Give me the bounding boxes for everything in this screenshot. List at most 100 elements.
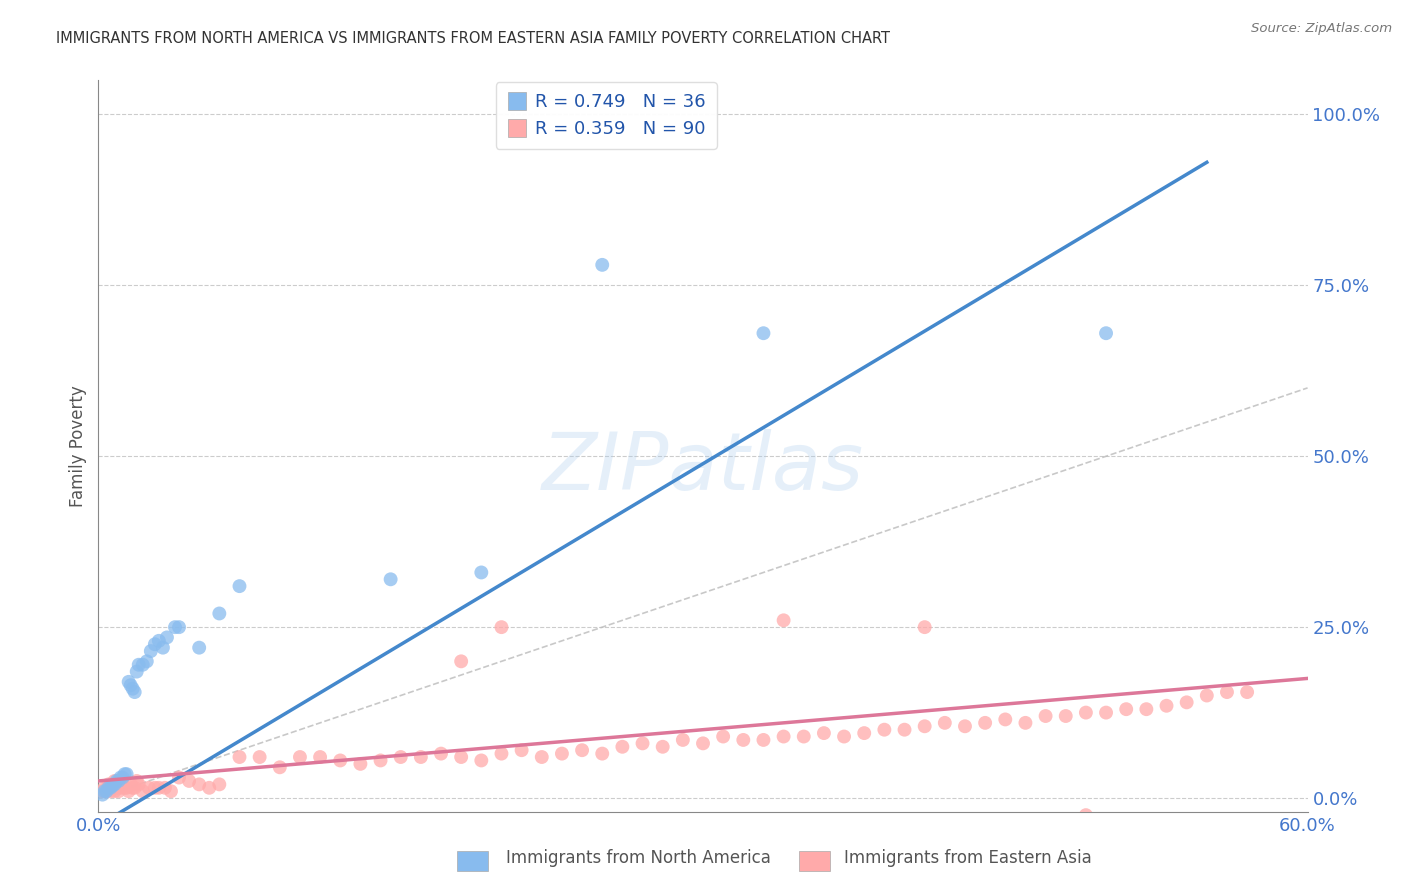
Point	[115, 780, 138, 795]
Point	[103, 774, 125, 789]
Text: Immigrants from North America: Immigrants from North America	[506, 849, 770, 867]
Point	[132, 784, 155, 798]
Text: IMMIGRANTS FROM NORTH AMERICA VS IMMIGRANTS FROM EASTERN ASIA FAMILY POVERTY COR: IMMIGRANTS FROM NORTH AMERICA VS IMMIGRA…	[56, 31, 890, 46]
Point	[128, 657, 150, 672]
Point	[93, 784, 115, 798]
Point	[156, 631, 179, 645]
Point	[772, 730, 794, 744]
Point	[692, 736, 714, 750]
Point	[309, 750, 332, 764]
Point	[228, 750, 250, 764]
Point	[107, 774, 129, 789]
Point	[125, 665, 148, 679]
Point	[118, 674, 141, 689]
Point	[91, 788, 114, 802]
Point	[1115, 702, 1137, 716]
Point	[934, 715, 956, 730]
Point	[96, 784, 118, 798]
Point	[111, 771, 134, 785]
Point	[128, 777, 150, 791]
Point	[124, 685, 146, 699]
Point	[853, 726, 876, 740]
Point	[107, 784, 129, 798]
Point	[914, 620, 936, 634]
Point	[120, 777, 142, 791]
Point	[530, 750, 553, 764]
Point	[208, 777, 231, 791]
Point	[389, 750, 412, 764]
Point	[1074, 706, 1097, 720]
Point	[148, 780, 170, 795]
Point	[752, 326, 775, 341]
Point	[163, 620, 186, 634]
Point	[711, 730, 734, 744]
Point	[198, 780, 221, 795]
Point	[269, 760, 291, 774]
Point	[93, 780, 115, 795]
Point	[143, 637, 166, 651]
Point	[591, 747, 613, 761]
Point	[1135, 702, 1157, 716]
Point	[631, 736, 654, 750]
Point	[121, 681, 143, 696]
Point	[491, 747, 513, 761]
Point	[114, 767, 136, 781]
Point	[249, 750, 271, 764]
Point	[1236, 685, 1258, 699]
Point	[893, 723, 915, 737]
Point	[349, 756, 371, 771]
Point	[470, 754, 492, 768]
Text: Source: ZipAtlas.com: Source: ZipAtlas.com	[1251, 22, 1392, 36]
Point	[107, 777, 129, 791]
Point	[120, 678, 142, 692]
Legend: R = 0.749   N = 36, R = 0.359   N = 90: R = 0.749 N = 36, R = 0.359 N = 90	[496, 82, 717, 149]
Point	[124, 780, 146, 795]
Point	[110, 780, 132, 795]
Y-axis label: Family Poverty: Family Poverty	[69, 385, 87, 507]
Point	[832, 730, 855, 744]
Point	[125, 774, 148, 789]
Point	[188, 777, 211, 791]
Point	[733, 733, 755, 747]
Point	[179, 774, 201, 789]
Point	[110, 771, 132, 785]
Point	[103, 777, 125, 791]
Point	[752, 733, 775, 747]
Point	[591, 258, 613, 272]
Point	[135, 654, 157, 668]
Point	[1095, 706, 1118, 720]
Point	[103, 784, 125, 798]
Point	[101, 779, 124, 793]
Point	[153, 780, 176, 795]
Point	[370, 754, 392, 768]
Point	[118, 784, 141, 798]
Point	[138, 780, 160, 795]
Point	[91, 784, 114, 798]
Point	[188, 640, 211, 655]
Point	[974, 715, 997, 730]
Point	[97, 777, 120, 791]
Point	[1195, 689, 1218, 703]
Point	[105, 780, 128, 795]
Point	[101, 780, 124, 795]
Point	[1014, 715, 1036, 730]
Point	[873, 723, 896, 737]
Point	[1054, 709, 1077, 723]
Point	[114, 780, 136, 795]
Point	[651, 739, 673, 754]
Point	[409, 750, 432, 764]
Point	[772, 613, 794, 627]
Point	[1074, 808, 1097, 822]
Point	[672, 733, 695, 747]
Point	[1175, 695, 1198, 709]
Point	[148, 633, 170, 648]
Point	[1156, 698, 1178, 713]
Point	[491, 620, 513, 634]
Point	[121, 780, 143, 795]
Point	[97, 780, 120, 795]
Point	[160, 784, 183, 798]
Point	[132, 657, 155, 672]
Point	[111, 777, 134, 791]
Text: Immigrants from Eastern Asia: Immigrants from Eastern Asia	[844, 849, 1091, 867]
Point	[1216, 685, 1239, 699]
